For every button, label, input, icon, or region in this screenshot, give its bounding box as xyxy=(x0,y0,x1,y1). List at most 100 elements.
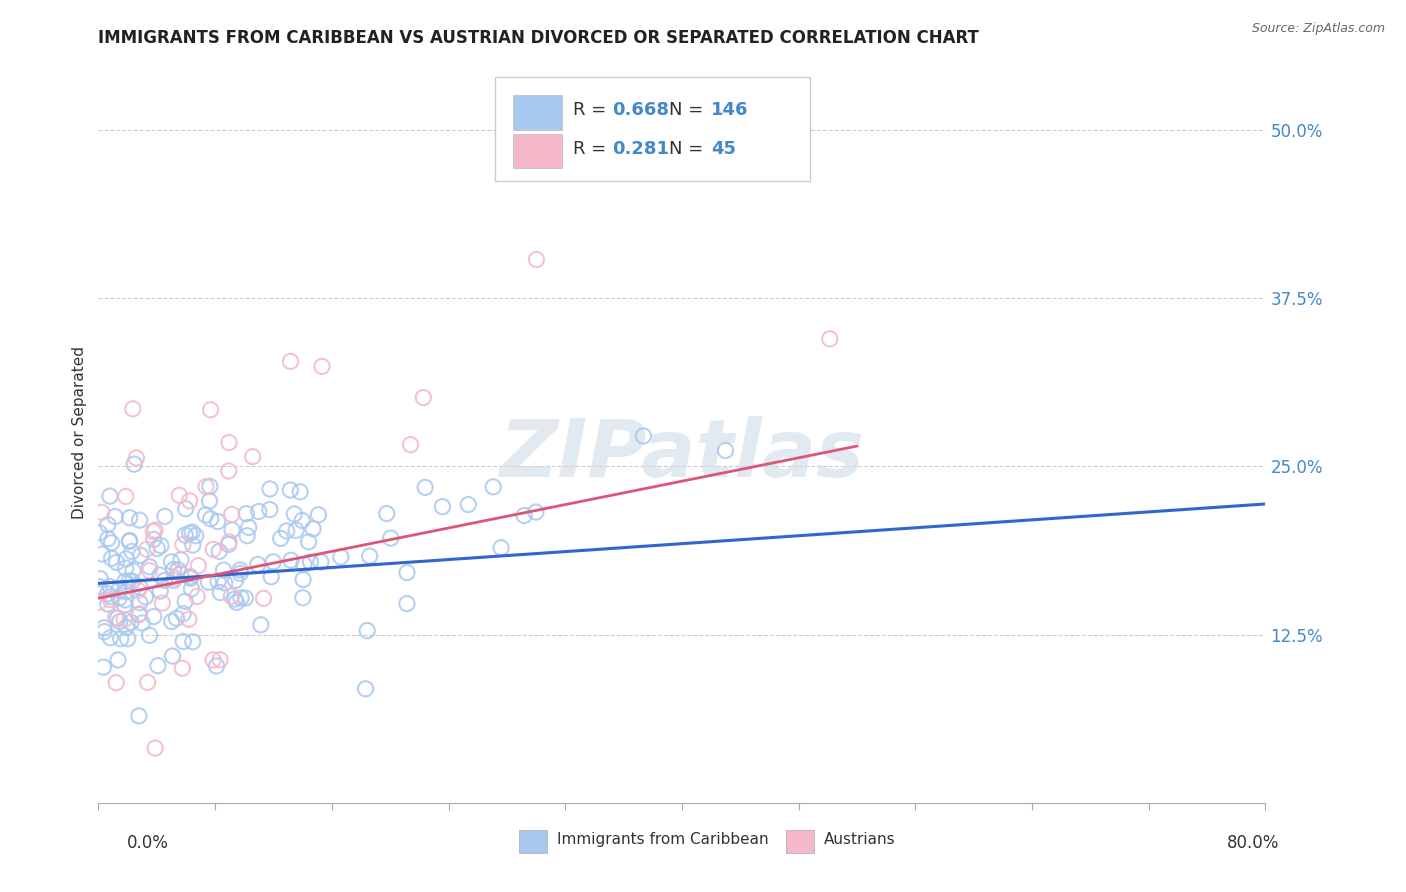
Point xyxy=(122,457,145,471)
Point xyxy=(93,660,115,674)
Point xyxy=(354,681,377,696)
FancyBboxPatch shape xyxy=(786,830,814,853)
Point xyxy=(120,615,142,630)
Point xyxy=(142,524,165,539)
Text: 45: 45 xyxy=(711,140,737,158)
Point xyxy=(114,599,136,613)
Point xyxy=(197,575,219,590)
Point xyxy=(108,615,131,629)
Point xyxy=(146,541,169,556)
Point xyxy=(180,571,202,585)
Text: Source: ZipAtlas.com: Source: ZipAtlas.com xyxy=(1251,22,1385,36)
Point xyxy=(136,675,159,690)
Text: 0.281: 0.281 xyxy=(612,140,669,158)
Point xyxy=(114,593,136,607)
Point xyxy=(194,508,217,522)
Point xyxy=(98,631,121,645)
Point xyxy=(259,482,281,496)
Point xyxy=(218,464,240,478)
Point xyxy=(143,741,166,756)
Point xyxy=(208,544,231,558)
Text: R =: R = xyxy=(574,102,613,120)
Point xyxy=(98,489,121,503)
Point xyxy=(399,437,422,451)
Point xyxy=(118,534,141,549)
Point xyxy=(121,544,143,558)
Point xyxy=(186,590,208,604)
Point xyxy=(128,513,150,527)
Point xyxy=(236,529,259,543)
Point xyxy=(100,551,122,566)
Point xyxy=(128,709,150,723)
Point xyxy=(129,549,152,563)
Point xyxy=(224,574,246,588)
Point xyxy=(526,252,548,267)
Point xyxy=(260,570,283,584)
Point xyxy=(200,402,222,417)
Point xyxy=(135,542,157,557)
Point xyxy=(107,583,129,598)
Point xyxy=(93,621,115,635)
Point xyxy=(125,450,148,465)
Point xyxy=(291,591,314,605)
Point xyxy=(98,580,121,594)
Point xyxy=(283,507,305,521)
Point xyxy=(97,532,120,546)
Point xyxy=(153,574,176,588)
Point xyxy=(212,563,235,577)
Point xyxy=(238,520,260,534)
FancyBboxPatch shape xyxy=(495,78,810,181)
Point xyxy=(380,531,402,545)
Point xyxy=(395,566,418,580)
Point xyxy=(89,580,111,594)
Point xyxy=(108,591,131,605)
Point xyxy=(513,508,536,523)
Point xyxy=(181,538,204,552)
Point xyxy=(259,502,281,516)
Point xyxy=(235,507,257,521)
Point xyxy=(104,610,127,624)
Point xyxy=(375,507,398,521)
Point xyxy=(200,512,222,526)
Point xyxy=(160,555,183,569)
Point xyxy=(142,609,165,624)
Point xyxy=(395,597,418,611)
Point xyxy=(149,539,172,553)
FancyBboxPatch shape xyxy=(513,134,562,168)
Text: 80.0%: 80.0% xyxy=(1227,834,1279,852)
Point xyxy=(207,515,229,529)
Point xyxy=(179,493,201,508)
Point xyxy=(247,504,270,518)
Point xyxy=(117,632,139,646)
Point xyxy=(160,615,183,629)
Point xyxy=(100,536,122,550)
Point xyxy=(121,574,143,589)
Point xyxy=(128,607,150,622)
Point xyxy=(87,595,110,609)
Point xyxy=(131,615,153,630)
Point xyxy=(167,563,190,577)
Point xyxy=(174,528,197,542)
Point xyxy=(412,391,434,405)
Point xyxy=(179,570,201,584)
Point xyxy=(207,574,229,589)
Point xyxy=(413,480,436,494)
Point xyxy=(195,480,218,494)
Point xyxy=(134,590,156,604)
Point xyxy=(118,510,141,524)
Point xyxy=(149,568,172,582)
Point xyxy=(280,354,302,368)
Point xyxy=(179,526,201,541)
Point xyxy=(149,584,172,599)
Point xyxy=(115,552,138,566)
Point xyxy=(138,559,160,574)
Point xyxy=(187,558,209,573)
Point xyxy=(177,612,200,626)
Point xyxy=(235,591,257,606)
Point xyxy=(290,484,312,499)
Point xyxy=(89,572,111,586)
Point xyxy=(112,613,135,627)
Text: Austrians: Austrians xyxy=(824,832,896,847)
Point xyxy=(276,524,298,538)
Point xyxy=(107,611,129,625)
